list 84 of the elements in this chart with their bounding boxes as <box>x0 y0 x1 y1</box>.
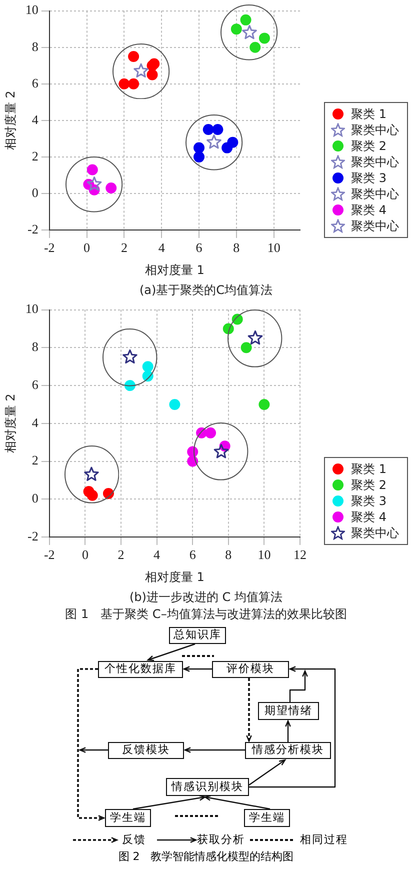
y-tick-label: 4 <box>32 414 39 430</box>
text: 获取分析 <box>197 832 245 847</box>
point <box>205 427 216 438</box>
text: (a)基于聚类的C均值算法 <box>138 282 274 299</box>
legend-label: 聚类中心 <box>351 122 399 138</box>
y-tick-label: 10 <box>25 2 38 18</box>
point <box>128 50 140 62</box>
y-tick-label: -2 <box>28 221 38 236</box>
text: 情感分析模块 <box>245 742 331 759</box>
y-tick-label: 4 <box>32 112 39 127</box>
legend-label: 聚类 4 <box>351 509 386 525</box>
y-tick-label: 10 <box>25 301 38 316</box>
x-tick-label: 8 <box>233 240 240 256</box>
x-tick-label: 12 <box>294 547 306 562</box>
point <box>86 164 98 176</box>
point <box>118 78 130 90</box>
x-tick-label: 8 <box>225 547 232 562</box>
point <box>258 398 270 410</box>
x-tick-label: 2 <box>118 547 124 562</box>
y-tick-label: 2 <box>32 148 38 164</box>
x-axis-title: 相对度量 1 <box>144 570 204 584</box>
legend-label: 聚类中心 <box>351 154 399 170</box>
point <box>128 78 140 90</box>
point <box>146 69 158 80</box>
x-tick-label: 10 <box>267 240 280 256</box>
x-tick-label: 0 <box>84 240 90 256</box>
y-tick-label: 0 <box>32 490 38 506</box>
legend-label: 聚类中心 <box>351 525 399 541</box>
caption: 图 1 基于聚类 C–均值算法与改进算法的效果比较图 <box>64 606 348 623</box>
legend-label: 聚类中心 <box>351 186 399 202</box>
text: 图 2 教学智能情感化模型的结构图 <box>117 849 295 864</box>
text: 反馈 <box>122 832 146 847</box>
x-axis-title: 相对度量 1 <box>144 262 204 277</box>
text: 期望情绪 <box>258 702 319 720</box>
x-tick-label: 2 <box>120 240 128 256</box>
text: 学生端 <box>244 809 290 827</box>
point <box>212 124 224 136</box>
point <box>194 142 205 154</box>
y-tick-label: 6 <box>32 376 39 392</box>
y-tick-label: 6 <box>32 75 39 90</box>
point <box>202 124 214 136</box>
legend-label: 聚类 3 <box>351 170 386 186</box>
y-tick-label: -2 <box>28 528 38 544</box>
point <box>240 342 252 354</box>
text: 反馈模块 <box>108 742 184 759</box>
point <box>187 456 198 467</box>
legend-label: 聚类 3 <box>351 493 386 509</box>
x-tick-label: 0 <box>82 547 88 562</box>
x-tick-label: 6 <box>196 240 203 256</box>
x-tick-label: 4 <box>154 547 161 562</box>
legend-label: 聚类中心 <box>351 218 399 234</box>
point <box>240 14 252 26</box>
legend-label: 聚类 4 <box>351 202 386 218</box>
legend-label: 聚类 1 <box>351 106 386 122</box>
text: (b)进一步改进的 C 均值算法 <box>128 589 284 606</box>
point <box>250 42 261 53</box>
point <box>230 24 242 35</box>
y-tick-label: 0 <box>32 184 38 200</box>
text: 学生端 <box>105 809 151 827</box>
text: 评价模块 <box>212 661 289 678</box>
y-tick-label: 2 <box>32 452 38 468</box>
legend-label: 聚类 2 <box>351 477 386 493</box>
y-axis-title: 相对度量 2 <box>3 90 18 150</box>
point <box>227 136 238 148</box>
legend-label: 聚类 1 <box>351 461 386 477</box>
y-tick-label: 8 <box>32 38 38 54</box>
legend-label: 聚类 2 <box>351 138 386 154</box>
text: 情感识别模块 <box>166 778 249 796</box>
x-tick-label: 10 <box>258 547 271 562</box>
x-tick-label: 4 <box>158 240 166 256</box>
point <box>86 490 98 501</box>
text: 总知识库 <box>169 627 226 644</box>
text: 个性化数据库 <box>98 661 183 678</box>
y-axis-title: 相对度量 2 <box>3 394 18 454</box>
x-tick-label: -2 <box>44 547 55 562</box>
text: 相同过程 <box>300 832 348 847</box>
point <box>169 398 180 410</box>
point <box>142 361 154 372</box>
x-tick-label: -2 <box>44 240 55 256</box>
point <box>106 182 117 194</box>
x-tick-label: 6 <box>189 547 196 562</box>
point <box>258 32 270 44</box>
y-tick-label: 8 <box>32 339 38 354</box>
point <box>194 151 205 162</box>
